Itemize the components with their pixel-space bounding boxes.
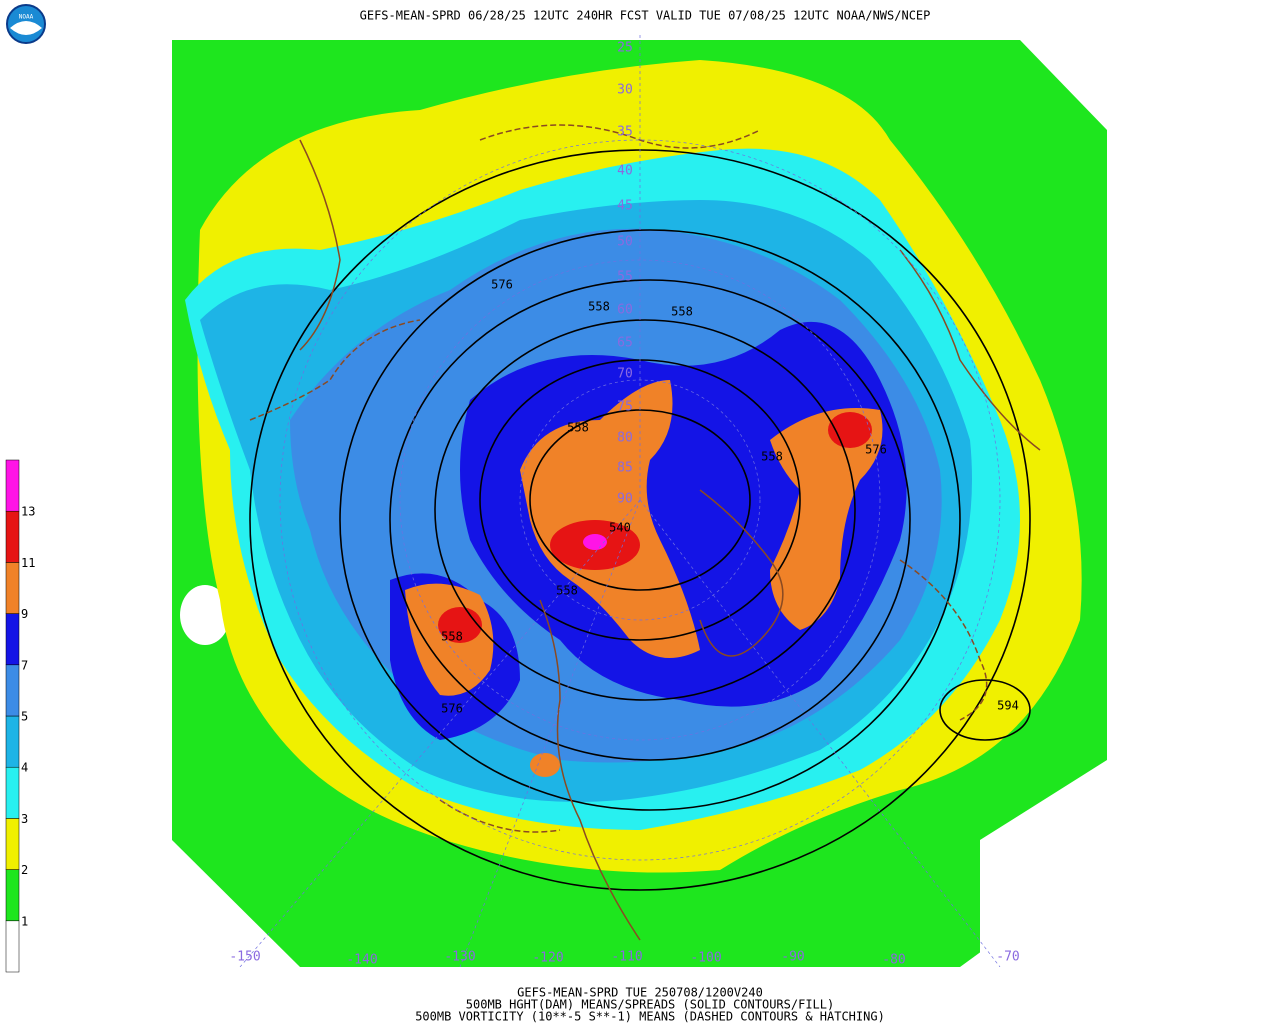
contour-label: 558: [441, 630, 463, 644]
longitude-label: -100: [690, 951, 721, 966]
colorbar-segment: [5, 818, 20, 870]
latitude-label: 60: [617, 303, 633, 318]
colorbar-label: 11: [21, 556, 35, 570]
colorbar-segment: [5, 562, 20, 614]
contour-label: 558: [556, 584, 578, 598]
longitude-label: -150: [229, 950, 260, 965]
colorbar-label: 5: [21, 710, 28, 724]
longitude-label: -110: [611, 950, 642, 965]
colorbar-label: 9: [21, 607, 28, 621]
contour-label: 558: [761, 450, 783, 464]
colorbar-label: 3: [21, 812, 28, 826]
latitude-label: 55: [617, 270, 633, 285]
latitude-label: 25: [617, 41, 633, 56]
colorbar-label: 7: [21, 658, 28, 672]
noaa-logo: NOAA: [6, 4, 46, 44]
colorbar-label: 2: [21, 863, 28, 877]
latitude-label: 30: [617, 83, 633, 98]
logo-text: NOAA: [19, 14, 34, 21]
colorbar-segment: [5, 510, 20, 563]
colorbar-segment: [5, 920, 20, 973]
contour-label: 558: [588, 300, 610, 314]
contour-label: 576: [865, 443, 887, 457]
colorbar-segment: [5, 869, 20, 922]
footer-line: GEFS-MEAN-SPRD TUE 250708/1200V240: [517, 986, 763, 1000]
latitude-label: 35: [617, 125, 633, 140]
colorbar-label: 13: [21, 505, 35, 519]
longitude-label: -140: [346, 953, 377, 968]
colorbar-label: 4: [21, 761, 28, 775]
latitude-label: 85: [617, 461, 633, 476]
colorbar-label: 1: [21, 914, 28, 928]
colorbar-segment: [5, 664, 20, 717]
footer-line: 500MB VORTICITY (10**-5 S**-1) MEANS (DA…: [415, 1010, 885, 1024]
contour-label: 558: [567, 421, 589, 435]
contour-label: 558: [671, 305, 693, 319]
footer-line: 500MB HGHT(DAM) MEANS/SPREADS (SOLID CON…: [466, 998, 834, 1012]
contour-label: 576: [441, 702, 463, 716]
colorbar: 1 2 3 4 5 7 9 11 13: [5, 459, 35, 973]
longitude-label: -80: [882, 953, 905, 968]
longitude-label: -120: [532, 951, 563, 966]
latitude-label: 70: [617, 367, 633, 382]
latitude-label: 40: [617, 164, 633, 179]
colorbar-segment: [5, 459, 20, 512]
contour-label: 594: [997, 699, 1019, 713]
map: [172, 33, 1107, 967]
longitude-label: -70: [996, 950, 1019, 965]
latitude-label: 45: [617, 199, 633, 214]
contour-label: 576: [491, 278, 513, 292]
latitude-label: 80: [617, 431, 633, 446]
latitude-label: 65: [617, 336, 633, 351]
map-labels: 576 558 558 558 558 576 540 558 558 576 594 25 30 35 4…: [229, 41, 1019, 968]
colorbar-segment: [5, 766, 20, 819]
longitude-label: -90: [781, 950, 804, 965]
latitude-label: 50: [617, 235, 633, 250]
latitude-label: 75: [617, 400, 633, 415]
colorbar-segment: [5, 613, 20, 666]
title: GEFS-MEAN-SPRD 06/28/25 12UTC 240HR FCST…: [360, 9, 931, 23]
colorbar-segment: [5, 715, 20, 768]
latitude-label: 90: [617, 492, 633, 507]
contour-label: 540: [609, 521, 631, 535]
longitude-label: -130: [444, 950, 475, 965]
